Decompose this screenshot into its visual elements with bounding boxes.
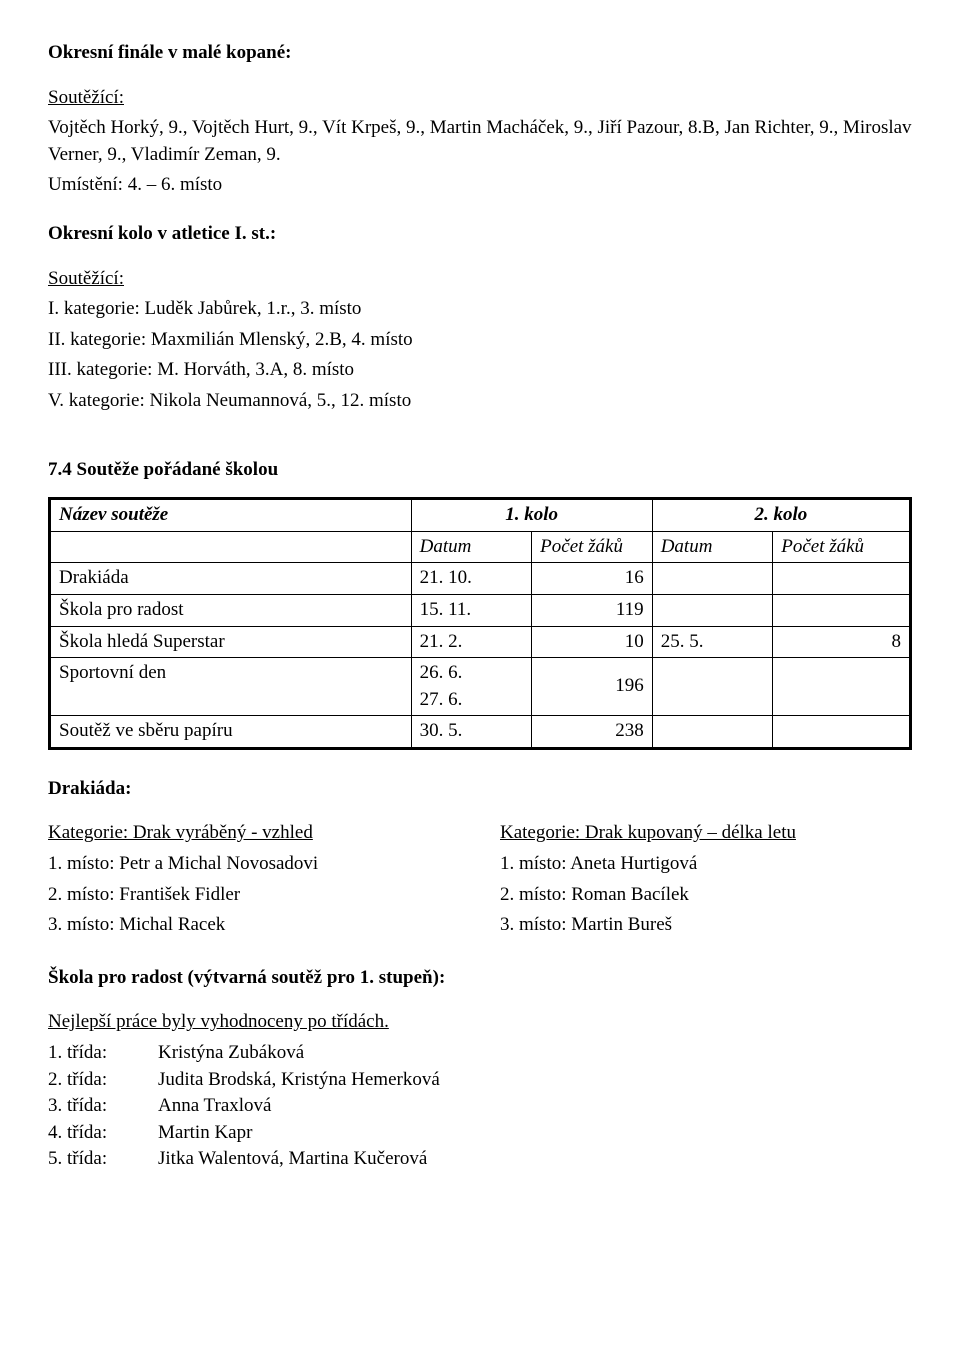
empty-cell: [50, 531, 412, 563]
cell-count: 238: [532, 716, 653, 749]
cell-name: Sportovní den: [50, 658, 412, 716]
drakiada-left: Kategorie: Drak vyráběný - vzhled 1. mís…: [48, 820, 460, 942]
cell-count2: 8: [773, 626, 911, 658]
cell-date2: [652, 716, 773, 749]
class-names: Judita Brodská, Kristýna Hemerková: [158, 1067, 440, 1094]
cell-date: 21. 10.: [411, 563, 532, 595]
col-count: Počet žáků: [532, 531, 653, 563]
skola-radost-intro: Nejlepší práce byly vyhodnoceny po třídá…: [48, 1009, 912, 1036]
cell-count: 16: [532, 563, 653, 595]
cell-count2: [773, 594, 911, 626]
category-line: I. kategorie: Luděk Jabůrek, 1.r., 3. mí…: [48, 296, 912, 323]
col-round2: 2. kolo: [652, 499, 910, 532]
table-row: Soutěž ve sběru papíru 30. 5. 238: [50, 716, 911, 749]
category-heading: Kategorie: Drak kupovaný – délka letu: [500, 820, 912, 847]
class-label: 4. třída:: [48, 1120, 158, 1147]
competition-table: Název soutěže 1. kolo 2. kolo Datum Poče…: [48, 497, 912, 750]
placement: Umístění: 4. – 6. místo: [48, 172, 912, 199]
category-line: II. kategorie: Maxmilián Mlenský, 2.B, 4…: [48, 327, 912, 354]
class-names: Kristýna Zubáková: [158, 1040, 304, 1067]
col-date2: Datum: [652, 531, 773, 563]
table-row: Sportovní den 26. 6. 27. 6. 196: [50, 658, 911, 716]
cell-date: 26. 6. 27. 6.: [411, 658, 532, 716]
table-subheader-row: Datum Počet žáků Datum Počet žáků: [50, 531, 911, 563]
competitors-label: Soutěžící:: [48, 266, 912, 293]
cell-count2: [773, 563, 911, 595]
class-row: 2. třída: Judita Brodská, Kristýna Hemer…: [48, 1067, 912, 1094]
class-names: Jitka Walentová, Martina Kučerová: [158, 1146, 427, 1173]
section-title: Okresní finále v malé kopané:: [48, 40, 912, 67]
cell-date: 15. 11.: [411, 594, 532, 626]
class-row: 1. třída: Kristýna Zubáková: [48, 1040, 912, 1067]
cell-date2: [652, 563, 773, 595]
cell-name: Škola hledá Superstar: [50, 626, 412, 658]
cell-count2: [773, 658, 911, 716]
cell-name: Soutěž ve sběru papíru: [50, 716, 412, 749]
cell-count: 196: [532, 658, 653, 716]
cell-count2: [773, 716, 911, 749]
class-row: 5. třída: Jitka Walentová, Martina Kučer…: [48, 1146, 912, 1173]
section-title: 7.4 Soutěže pořádané školou: [48, 457, 912, 484]
class-label: 1. třída:: [48, 1040, 158, 1067]
table-header-row: Název soutěže 1. kolo 2. kolo: [50, 499, 911, 532]
category-heading: Kategorie: Drak vyráběný - vzhled: [48, 820, 460, 847]
cell-name: Drakiáda: [50, 563, 412, 595]
cell-count: 119: [532, 594, 653, 626]
placement-line: 2. místo: Roman Bacílek: [500, 882, 912, 909]
class-names: Martin Kapr: [158, 1120, 252, 1147]
class-label: 5. třída:: [48, 1146, 158, 1173]
competitors-label: Soutěžící:: [48, 85, 912, 112]
placement-line: 2. místo: František Fidler: [48, 882, 460, 909]
section-kopana: Okresní finále v malé kopané: Soutěžící:…: [48, 40, 912, 199]
cell-date: 21. 2.: [411, 626, 532, 658]
skola-radost-title: Škola pro radost (výtvarná soutěž pro 1.…: [48, 965, 912, 992]
section-atletika: Okresní kolo v atletice I. st.: Soutěžíc…: [48, 221, 912, 415]
section-title: Okresní kolo v atletice I. st.:: [48, 221, 912, 248]
cell-name: Škola pro radost: [50, 594, 412, 626]
drakiada-title: Drakiáda:: [48, 776, 912, 803]
category-line: III. kategorie: M. Horváth, 3.A, 8. míst…: [48, 357, 912, 384]
col-date: Datum: [411, 531, 532, 563]
table-row: Drakiáda 21. 10. 16: [50, 563, 911, 595]
col-count2: Počet žáků: [773, 531, 911, 563]
class-label: 3. třída:: [48, 1093, 158, 1120]
class-row: 4. třída: Martin Kapr: [48, 1120, 912, 1147]
col-name: Název soutěže: [50, 499, 412, 532]
cell-count: 10: [532, 626, 653, 658]
placement-line: 3. místo: Michal Racek: [48, 912, 460, 939]
class-label: 2. třída:: [48, 1067, 158, 1094]
class-results: 1. třída: Kristýna Zubáková 2. třída: Ju…: [48, 1040, 912, 1173]
class-names: Anna Traxlová: [158, 1093, 271, 1120]
class-row: 3. třída: Anna Traxlová: [48, 1093, 912, 1120]
cell-date2: [652, 658, 773, 716]
drakiada-right: Kategorie: Drak kupovaný – délka letu 1.…: [500, 820, 912, 942]
category-line: V. kategorie: Nikola Neumannová, 5., 12.…: [48, 388, 912, 415]
table-row: Škola hledá Superstar 21. 2. 10 25. 5. 8: [50, 626, 911, 658]
cell-date: 30. 5.: [411, 716, 532, 749]
cell-date2: 25. 5.: [652, 626, 773, 658]
placement-line: 1. místo: Petr a Michal Novosadovi: [48, 851, 460, 878]
placement-line: 3. místo: Martin Bureš: [500, 912, 912, 939]
placement-line: 1. místo: Aneta Hurtigová: [500, 851, 912, 878]
competitors-list: Vojtěch Horký, 9., Vojtěch Hurt, 9., Vít…: [48, 115, 912, 168]
drakiada-columns: Kategorie: Drak vyráběný - vzhled 1. mís…: [48, 820, 912, 942]
cell-date2: [652, 594, 773, 626]
col-round1: 1. kolo: [411, 499, 652, 532]
table-row: Škola pro radost 15. 11. 119: [50, 594, 911, 626]
